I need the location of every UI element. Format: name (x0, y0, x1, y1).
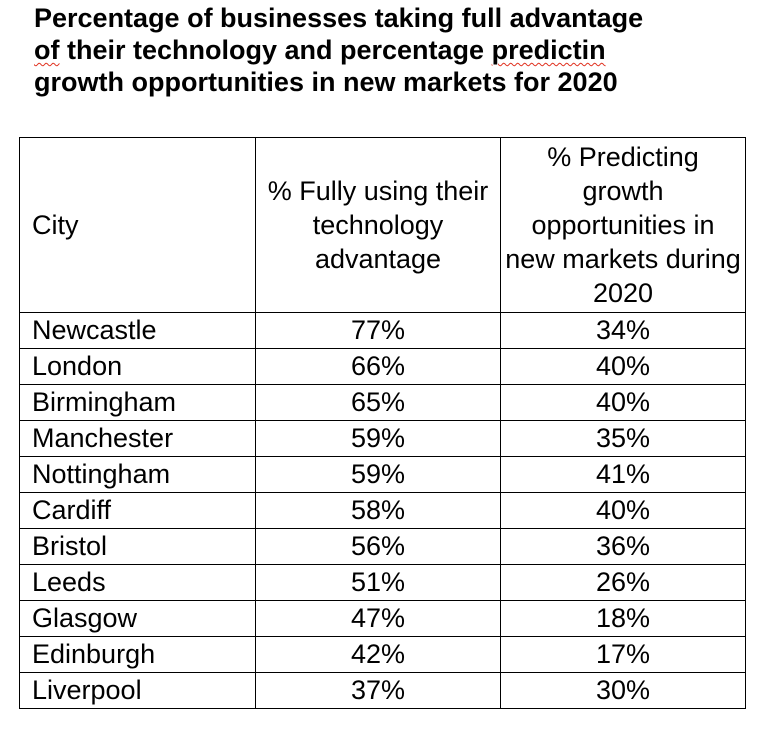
table-header-row: City % Fully using their technology adva… (19, 137, 746, 313)
tech-usage-cell: 47% (255, 600, 501, 637)
tech-usage-cell: 59% (255, 456, 501, 493)
document-title: Percentage of businesses taking full adv… (34, 2, 754, 98)
tech-usage-cell: 65% (255, 384, 501, 421)
spell-underlined-word: predictin (491, 35, 606, 65)
table-row: Birmingham 65% 40% (19, 384, 746, 421)
tech-usage-cell: 58% (255, 492, 501, 529)
tech-usage-cell: 37% (255, 672, 501, 709)
tech-usage-cell: 42% (255, 636, 501, 673)
tech-usage-cell: 51% (255, 564, 501, 601)
growth-prediction-cell: 26% (500, 564, 746, 601)
table-row: Edinburgh 42% 17% (19, 636, 746, 673)
tech-usage-cell: 59% (255, 420, 501, 457)
city-cell: Birmingham (19, 384, 256, 421)
tech-usage-cell: 66% (255, 348, 501, 385)
city-cell: Leeds (19, 564, 256, 601)
growth-prediction-cell: 30% (500, 672, 746, 709)
table-row: Manchester 59% 35% (19, 420, 746, 457)
table-row: Nottingham 59% 41% (19, 456, 746, 493)
growth-prediction-cell: 17% (500, 636, 746, 673)
growth-prediction-cell: 36% (500, 528, 746, 565)
city-cell: Nottingham (19, 456, 256, 493)
table-row: London 66% 40% (19, 348, 746, 385)
city-cell: London (19, 348, 256, 385)
title-line-2-text: their technology and percentage (59, 35, 492, 65)
tech-usage-cell: 77% (255, 312, 501, 349)
title-line-2: of their technology and percentage predi… (34, 34, 754, 66)
header-growth-prediction: % Predicting growth opportunities in new… (500, 137, 746, 313)
title-line-1: Percentage of businesses taking full adv… (34, 3, 644, 33)
table-row: Cardiff 58% 40% (19, 492, 746, 529)
growth-prediction-cell: 40% (500, 384, 746, 421)
city-cell: Glasgow (19, 600, 256, 637)
city-cell: Edinburgh (19, 636, 256, 673)
city-cell: Liverpool (19, 672, 256, 709)
table-row: Liverpool 37% 30% (19, 672, 746, 709)
table-row: Leeds 51% 26% (19, 564, 746, 601)
spell-underlined-word: of (34, 35, 60, 65)
growth-prediction-cell: 18% (500, 600, 746, 637)
growth-prediction-cell: 34% (500, 312, 746, 349)
table-row: Glasgow 47% 18% (19, 600, 746, 637)
city-data-table: City % Fully using their technology adva… (19, 137, 746, 709)
table-row: Bristol 56% 36% (19, 528, 746, 565)
city-cell: Bristol (19, 528, 256, 565)
city-cell: Manchester (19, 420, 256, 457)
growth-prediction-cell: 40% (500, 348, 746, 385)
growth-prediction-cell: 35% (500, 420, 746, 457)
growth-prediction-cell: 40% (500, 492, 746, 529)
tech-usage-cell: 56% (255, 528, 501, 565)
header-city: City (19, 137, 256, 313)
growth-prediction-cell: 41% (500, 456, 746, 493)
title-line-3: growth opportunities in new markets for … (34, 67, 618, 97)
header-tech-usage: % Fully using their technology advantage (255, 137, 501, 313)
city-cell: Cardiff (19, 492, 256, 529)
table-row: Newcastle 77% 34% (19, 312, 746, 349)
city-cell: Newcastle (19, 312, 256, 349)
